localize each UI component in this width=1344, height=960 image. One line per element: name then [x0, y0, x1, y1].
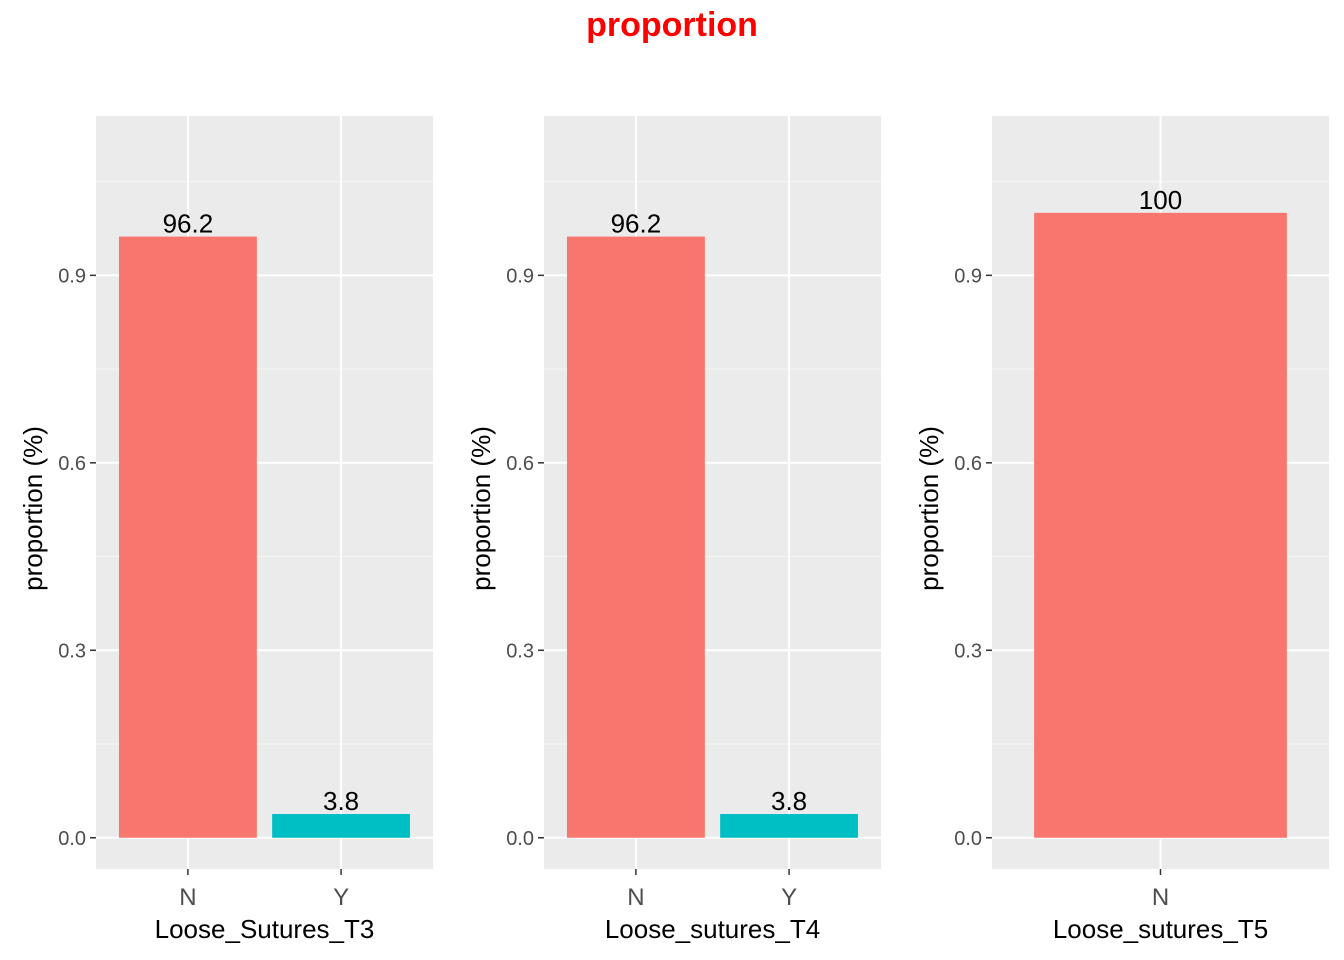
x-axis-title: Loose_sutures_T4 [605, 914, 820, 944]
data-label-Y: 3.8 [771, 786, 807, 816]
y-tick-label: 0.0 [954, 828, 982, 850]
y-tick-label: 0.6 [506, 453, 534, 475]
x-tick-label: N [1152, 884, 1169, 911]
x-axis-title: Loose_sutures_T5 [1053, 914, 1268, 944]
chart-panel-3: 100 0.0 0.3 0.6 0.9 N Loose_sutures_T5 proporti… [914, 116, 1329, 944]
bar-Y [272, 814, 411, 838]
y-tick-label: 0.0 [506, 828, 534, 850]
x-axis-title: Loose_Sutures_T3 [155, 914, 375, 944]
y-tick-label: 0.3 [58, 640, 86, 662]
y-tick-label: 0.9 [58, 265, 86, 287]
y-axis-title: proportion (%) [18, 426, 48, 591]
bar-N [1034, 212, 1287, 838]
data-label-Y: 3.8 [323, 786, 359, 816]
data-label-N: 96.2 [163, 209, 214, 239]
chart-panel-2: 96.2 3.8 0.0 0.3 0.6 0.9 N Y Loose_sutures_T4 pro… [466, 116, 881, 944]
y-tick-label: 0.3 [506, 640, 534, 662]
chart-panels: 96.2 3.8 0.0 0.3 0.6 0.9 N Y Loose_Sutures_T3 pro… [18, 116, 1329, 944]
y-tick-label: 0.6 [954, 453, 982, 475]
y-tick-label: 0.9 [506, 265, 534, 287]
y-tick-label: 0.6 [58, 453, 86, 475]
x-tick-label: N [179, 884, 196, 911]
bar-N [118, 236, 257, 838]
y-tick-label: 0.9 [954, 265, 982, 287]
data-label-N: 100 [1139, 185, 1182, 215]
y-axis-title: proportion (%) [466, 426, 496, 591]
y-tick-label: 0.0 [58, 828, 86, 850]
chart-title: proportion [586, 6, 758, 44]
x-tick-label: Y [333, 884, 349, 911]
chart-panel-1: 96.2 3.8 0.0 0.3 0.6 0.9 N Y Loose_Sutures_T3 pro… [18, 116, 433, 944]
y-tick-label: 0.3 [954, 640, 982, 662]
x-tick-label: N [627, 884, 644, 911]
bar-N [566, 236, 705, 838]
x-tick-label: Y [781, 884, 797, 911]
y-axis-title: proportion (%) [914, 426, 944, 591]
data-label-N: 96.2 [611, 209, 662, 239]
bar-Y [720, 814, 859, 838]
